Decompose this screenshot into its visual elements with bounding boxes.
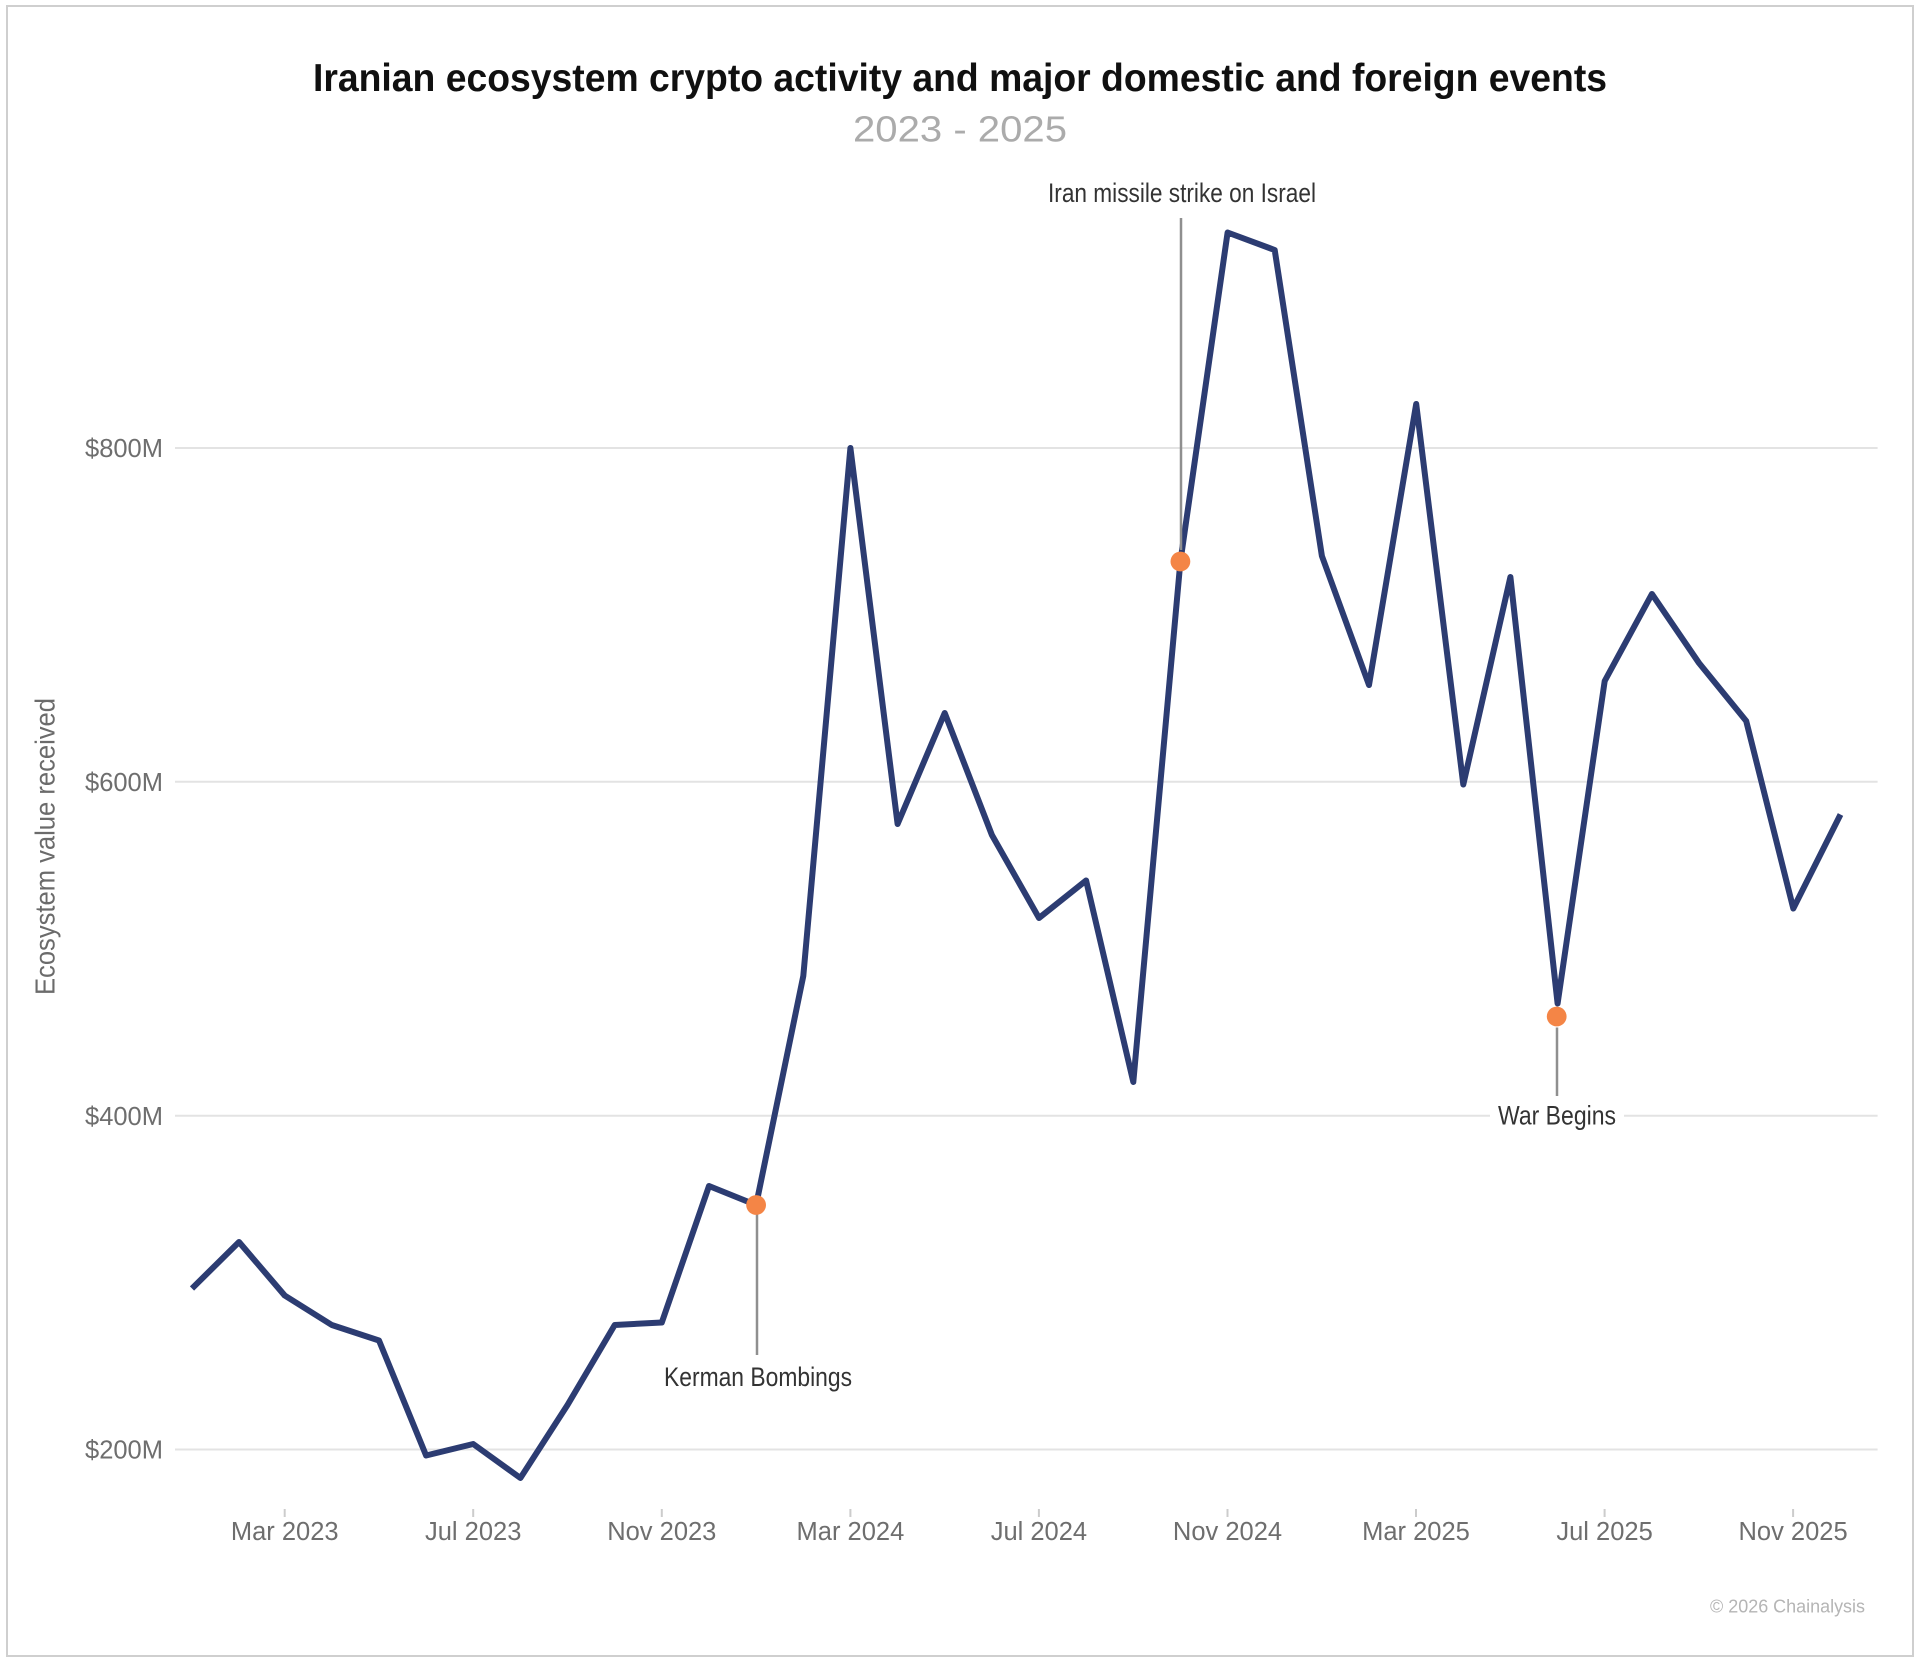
- svg-text:Iran missile strike on Israel: Iran missile strike on Israel: [1048, 178, 1316, 208]
- svg-text:© 2026 Chainalysis: © 2026 Chainalysis: [1710, 1596, 1865, 1617]
- svg-text:War Begins: War Begins: [1498, 1101, 1616, 1131]
- svg-text:Nov 2023: Nov 2023: [607, 1518, 716, 1546]
- svg-text:$400M: $400M: [85, 1103, 163, 1131]
- svg-text:Jul 2023: Jul 2023: [425, 1518, 521, 1546]
- svg-text:Nov 2024: Nov 2024: [1173, 1518, 1282, 1546]
- svg-text:Mar 2025: Mar 2025: [1362, 1518, 1470, 1546]
- svg-text:2023 - 2025: 2023 - 2025: [853, 109, 1067, 150]
- svg-text:Jul 2025: Jul 2025: [1556, 1518, 1652, 1546]
- svg-text:Mar 2024: Mar 2024: [797, 1518, 905, 1546]
- svg-text:Ecosystem value received: Ecosystem value received: [30, 698, 61, 995]
- svg-text:Iranian ecosystem crypto activ: Iranian ecosystem crypto activity and ma…: [313, 57, 1607, 100]
- svg-text:Jul 2024: Jul 2024: [991, 1518, 1087, 1546]
- svg-text:$600M: $600M: [85, 769, 163, 797]
- svg-text:Mar 2023: Mar 2023: [231, 1518, 339, 1546]
- svg-text:$800M: $800M: [85, 435, 163, 463]
- svg-text:$200M: $200M: [85, 1437, 163, 1465]
- svg-text:Nov 2025: Nov 2025: [1739, 1518, 1848, 1546]
- svg-text:Kerman Bombings: Kerman Bombings: [664, 1362, 852, 1392]
